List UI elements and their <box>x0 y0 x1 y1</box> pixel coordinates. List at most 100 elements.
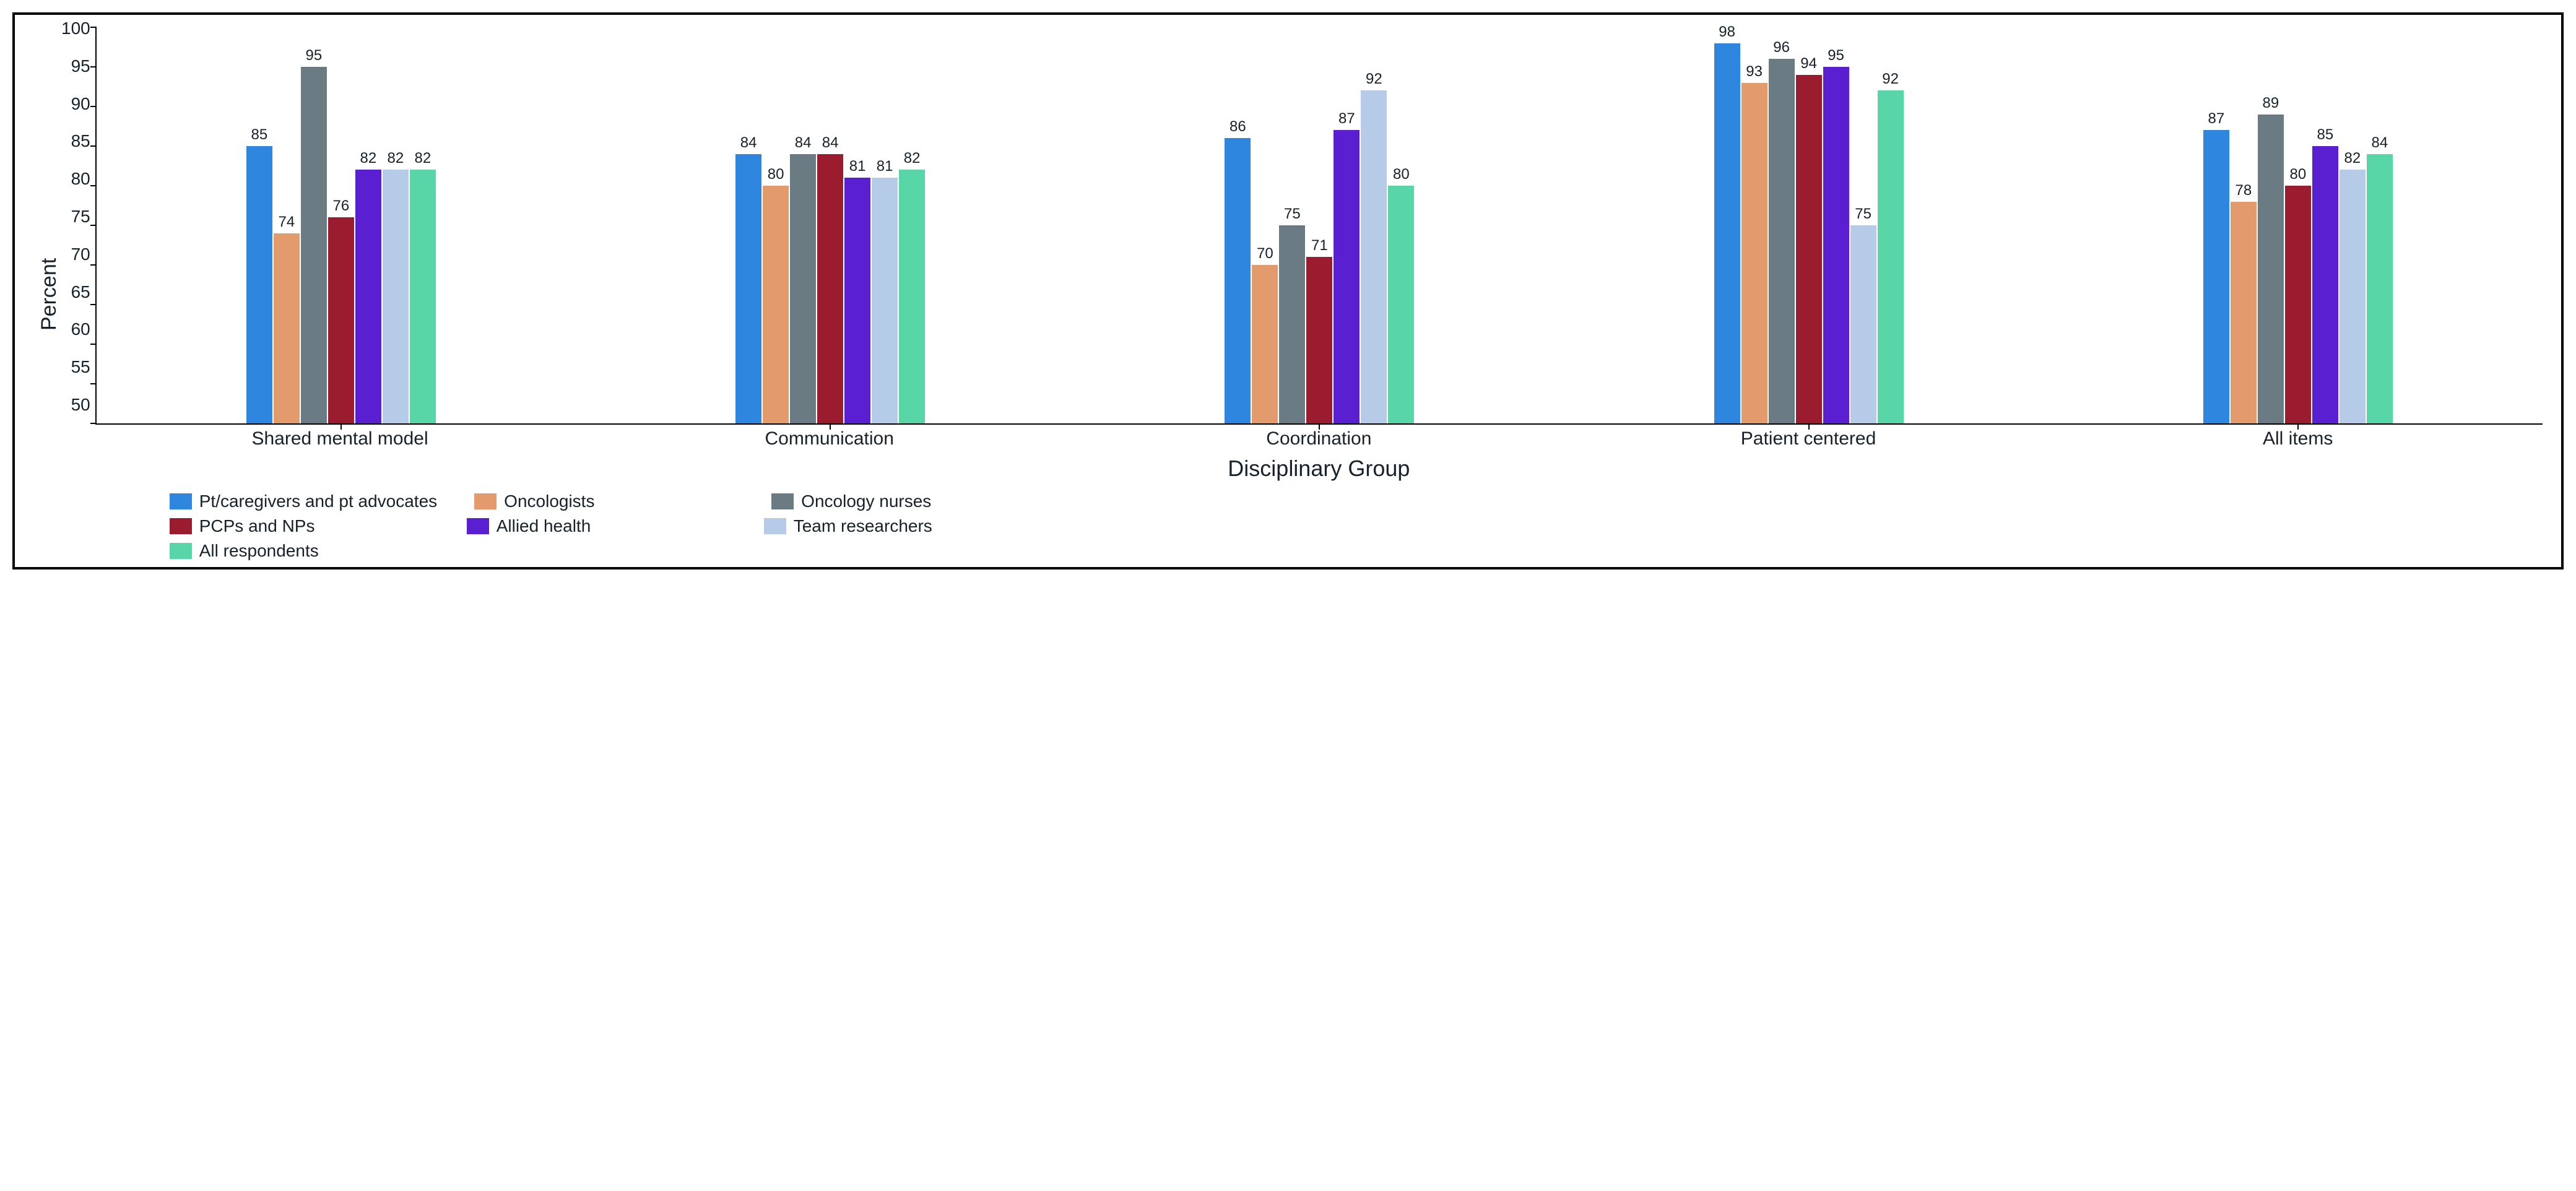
bar-value-label: 84 <box>2371 134 2388 152</box>
bar: 98 <box>1714 43 1740 423</box>
bar: 92 <box>1361 90 1387 423</box>
x-category-labels: Shared mental modelCommunicationCoordina… <box>95 428 2543 449</box>
x-tick-mark <box>830 423 831 430</box>
bar-value-label: 84 <box>795 134 812 152</box>
legend-swatch <box>764 518 786 534</box>
bar: 82 <box>899 170 925 423</box>
bar-value-label: 87 <box>1338 110 1355 128</box>
bar-group: 87788980858284 <box>2053 27 2543 423</box>
y-tick-mark <box>90 383 97 384</box>
bar: 81 <box>872 178 898 423</box>
bar-value-label: 93 <box>1746 63 1763 80</box>
x-axis-label: Disciplinary Group <box>95 456 2543 482</box>
bar: 82 <box>2340 170 2366 423</box>
chart-container: Percent 10095908580757065605550 85749576… <box>12 12 2564 570</box>
bar: 85 <box>246 146 272 423</box>
bar: 70 <box>1252 265 1278 423</box>
bar: 76 <box>328 217 354 423</box>
bar: 78 <box>2231 202 2257 423</box>
bar-value-label: 98 <box>1719 24 1735 41</box>
legend-item: Allied health <box>467 516 727 536</box>
y-tick-label: 65 <box>71 282 90 302</box>
y-tick-mark <box>90 423 97 424</box>
bar: 82 <box>383 170 409 423</box>
legend-item: PCPs and NPs <box>170 516 430 536</box>
x-tick-mark <box>340 423 342 430</box>
legend-label: Oncology nurses <box>801 492 931 511</box>
bar-value-label: 76 <box>332 197 349 215</box>
x-category-label: All items <box>2053 428 2543 449</box>
x-tick-marks <box>97 423 2543 430</box>
bar-value-label: 92 <box>1882 71 1899 88</box>
bar-value-label: 84 <box>740 134 757 152</box>
legend-label: PCPs and NPs <box>199 516 315 536</box>
legend-row: All respondents <box>170 541 2505 561</box>
bar: 95 <box>301 67 327 423</box>
x-category-label: Patient centered <box>1564 428 2053 449</box>
bar-value-label: 80 <box>1393 166 1410 183</box>
bar: 87 <box>2203 130 2229 423</box>
bar-group: 86707571879280 <box>1075 27 1564 423</box>
bar: 71 <box>1306 257 1332 423</box>
legend-swatch <box>170 543 192 559</box>
bar: 82 <box>410 170 436 423</box>
bar: 84 <box>735 154 761 423</box>
y-tick-label: 75 <box>71 207 90 227</box>
bar: 94 <box>1796 75 1822 423</box>
bar: 74 <box>274 233 300 423</box>
bar-value-label: 82 <box>904 150 921 167</box>
bar: 84 <box>790 154 816 423</box>
y-tick-mark <box>90 66 97 67</box>
bar-value-label: 81 <box>877 158 893 175</box>
bar-value-label: 92 <box>1366 71 1382 88</box>
bar: 85 <box>2312 146 2338 423</box>
legend-label: Team researchers <box>794 516 932 536</box>
bar: 96 <box>1769 59 1795 423</box>
legend-label: Oncologists <box>504 492 594 511</box>
bar-group: 85749576828282 <box>97 27 586 423</box>
bar-value-label: 86 <box>1229 118 1246 136</box>
x-category-label: Coordination <box>1074 428 1564 449</box>
bar-value-label: 94 <box>1800 55 1817 72</box>
bar-value-label: 75 <box>1855 206 1871 223</box>
bar-value-label: 80 <box>768 166 784 183</box>
bar-value-label: 80 <box>2289 166 2306 183</box>
legend-swatch <box>170 518 192 534</box>
bar-value-label: 82 <box>387 150 404 167</box>
bar: 92 <box>1878 90 1904 423</box>
y-tick-mark <box>90 27 97 28</box>
y-tick-label: 55 <box>71 357 90 377</box>
y-tick-label: 100 <box>61 19 90 38</box>
bar-value-label: 95 <box>305 47 322 64</box>
x-tick-mark <box>2297 423 2299 430</box>
bar: 80 <box>2285 186 2311 423</box>
legend-item: Team researchers <box>764 516 1024 536</box>
legend-swatch <box>474 493 497 509</box>
legend-item: All respondents <box>170 541 430 561</box>
bar-value-label: 89 <box>2262 95 2279 112</box>
y-tick-mark <box>90 344 97 345</box>
bar: 95 <box>1823 67 1849 423</box>
chart-area: Percent 10095908580757065605550 85749576… <box>33 27 2543 561</box>
y-tick-label: 95 <box>71 56 90 76</box>
legend-swatch <box>771 493 794 509</box>
bar: 93 <box>1741 83 1767 423</box>
legend-row: PCPs and NPs Allied health Team researcher… <box>170 516 2505 536</box>
plot-region: 8574957682828284808484818182867075718792… <box>95 27 2543 425</box>
legend: Pt/caregivers and pt advocates Oncologist… <box>170 492 2505 561</box>
legend-item: Oncology nurses <box>771 492 1031 511</box>
bar-value-label: 82 <box>2344 150 2361 167</box>
bar: 86 <box>1225 138 1251 423</box>
bar: 80 <box>1388 186 1414 423</box>
x-category-label: Communication <box>584 428 1074 449</box>
y-tick-mark <box>90 264 97 266</box>
bar: 89 <box>2258 115 2284 423</box>
y-tick-label: 80 <box>71 169 90 189</box>
legend-item: Pt/caregivers and pt advocates <box>170 492 437 511</box>
bar: 75 <box>1850 225 1876 423</box>
y-axis-label: Percent <box>33 27 61 561</box>
bar-value-label: 84 <box>822 134 839 152</box>
bar: 81 <box>844 178 870 423</box>
legend-label: Allied health <box>497 516 591 536</box>
legend-label: All respondents <box>199 541 319 561</box>
